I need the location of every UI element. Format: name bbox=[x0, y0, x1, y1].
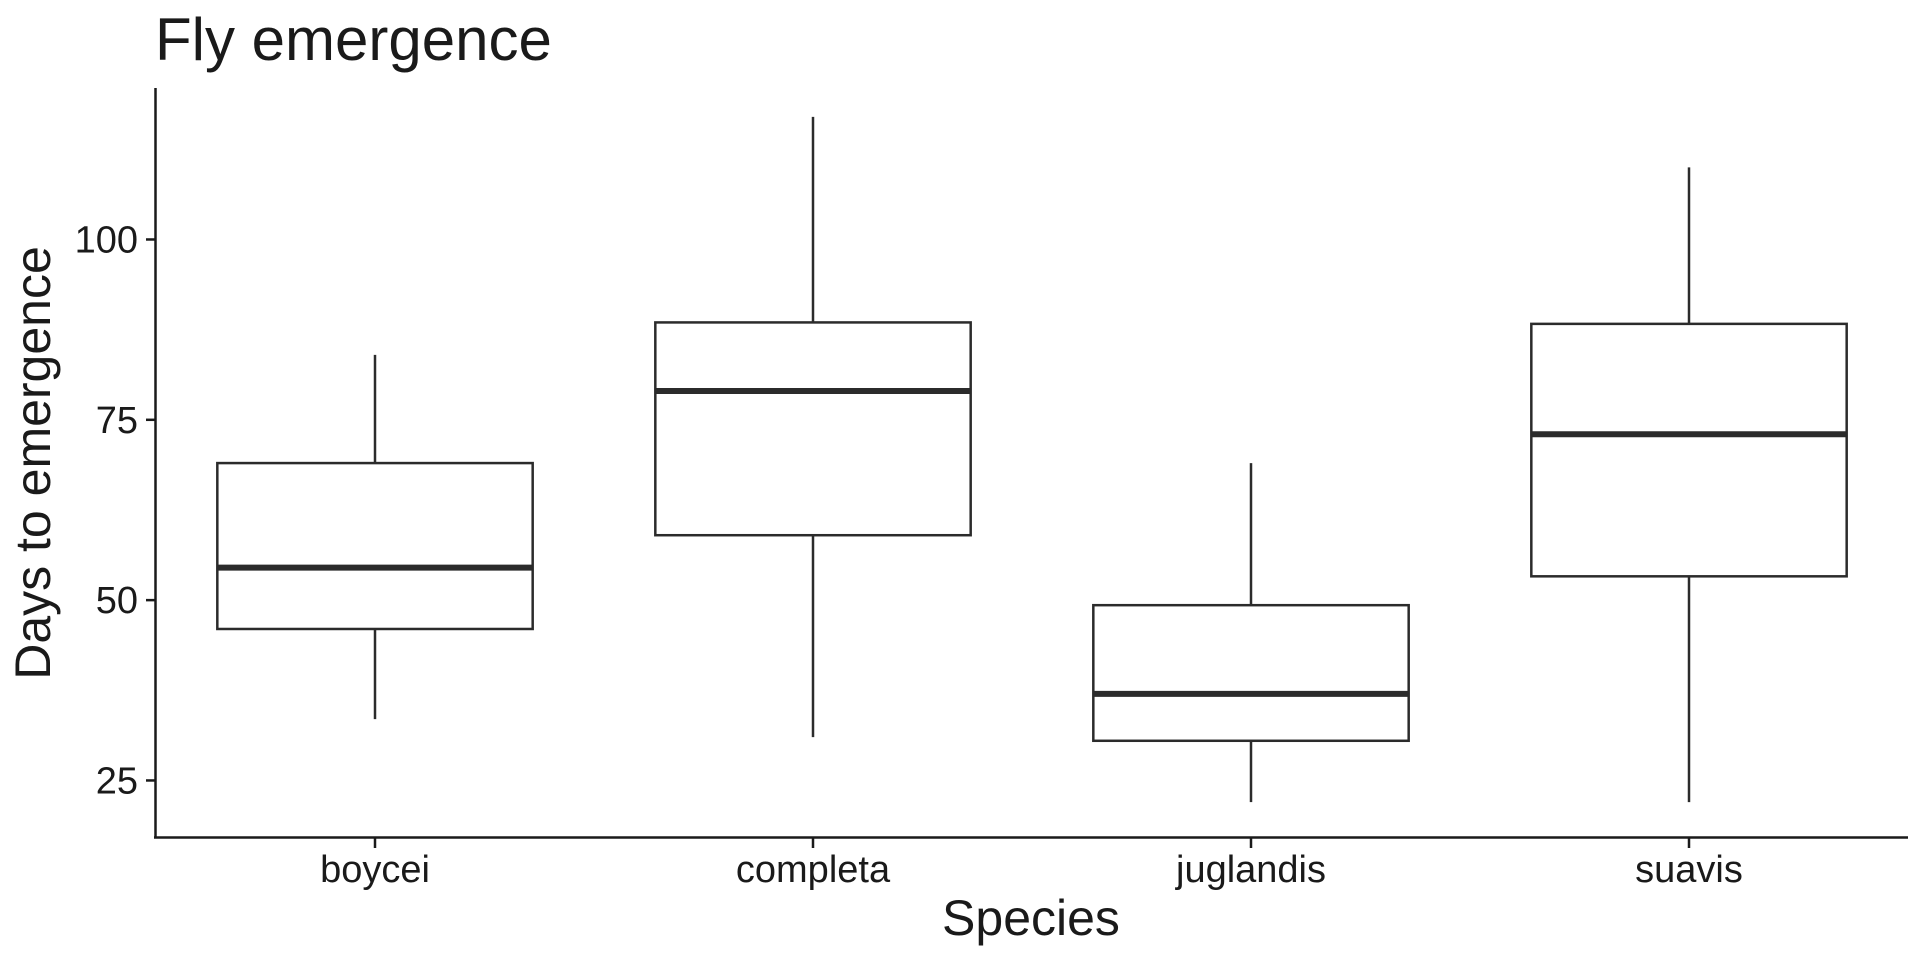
iqr-box bbox=[654, 321, 972, 537]
y-axis-title: Days to emergence bbox=[5, 246, 61, 680]
x-axis-title: Species bbox=[942, 890, 1120, 946]
y-tick-label: 75 bbox=[96, 400, 138, 442]
y-tick-label: 100 bbox=[75, 219, 138, 261]
iqr-box bbox=[216, 461, 534, 631]
y-tick-label: 50 bbox=[96, 580, 138, 622]
x-tick-label: boycei bbox=[320, 849, 430, 891]
x-axis-ticks: boycei completa juglandis suavis bbox=[320, 838, 1743, 891]
box-completa bbox=[654, 116, 972, 738]
y-tick-label: 25 bbox=[96, 760, 138, 802]
iqr-box bbox=[1092, 603, 1410, 743]
plot-area bbox=[216, 116, 1848, 803]
x-tick-label: juglandis bbox=[1175, 849, 1326, 891]
x-tick-label: suavis bbox=[1635, 849, 1743, 891]
box-suavis bbox=[1530, 167, 1848, 803]
x-tick-label: completa bbox=[736, 849, 891, 891]
box-boycei bbox=[216, 354, 534, 720]
iqr-box bbox=[1530, 322, 1848, 578]
y-axis-ticks: 25 50 75 100 bbox=[75, 219, 156, 802]
chart-title: Fly emergence bbox=[155, 6, 552, 73]
box-juglandis bbox=[1092, 463, 1410, 803]
